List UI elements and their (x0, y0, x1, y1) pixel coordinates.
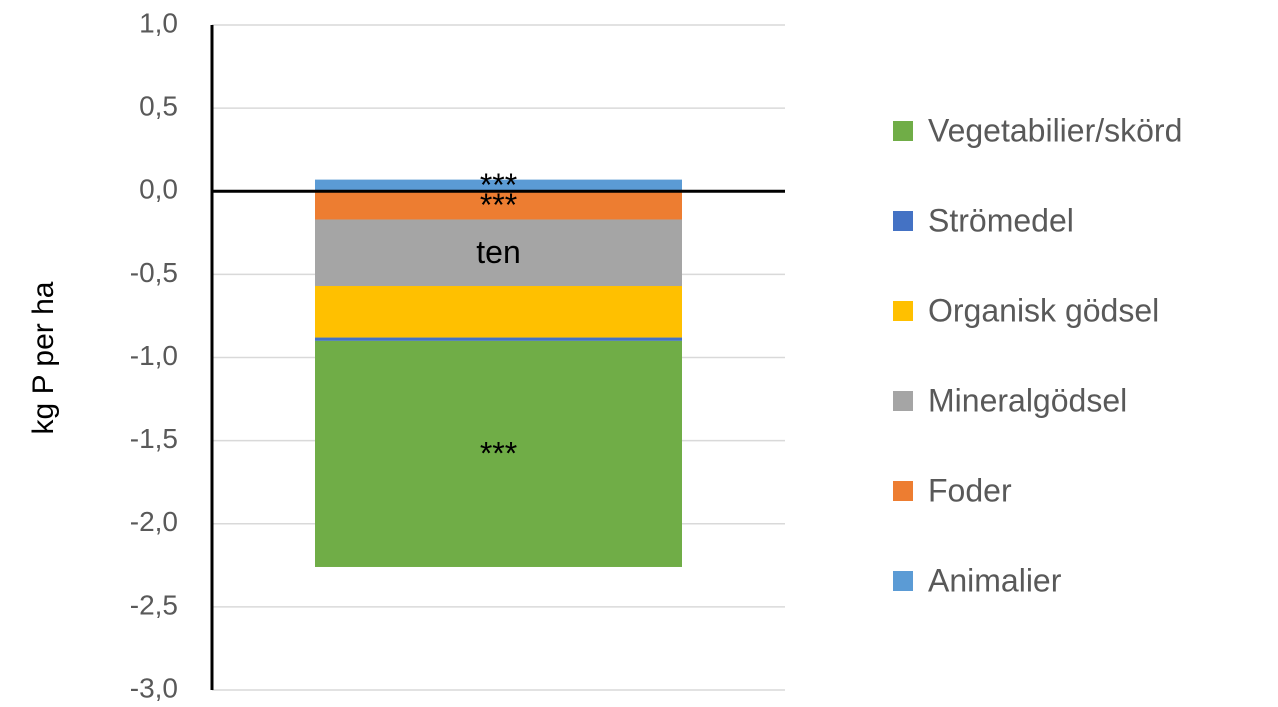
y-axis-label: kg P per ha (27, 281, 60, 434)
legend-label: Vegetabilier/skörd (928, 112, 1182, 148)
legend-swatch (893, 391, 913, 411)
y-tick-label: -1,0 (130, 340, 178, 371)
bar-segment (315, 219, 682, 287)
y-tick-label: -2,5 (130, 589, 178, 620)
legend-label: Animalier (928, 562, 1062, 598)
legend-label: Organisk gödsel (928, 292, 1159, 328)
y-tick-label: 1,0 (139, 7, 178, 38)
segment-label: *** (480, 167, 517, 203)
legend-swatch (893, 211, 913, 231)
y-tick-label: -1,5 (130, 423, 178, 454)
legend-label: Foder (928, 472, 1012, 508)
y-tick-label: -0,5 (130, 257, 178, 288)
legend-label: Mineralgödsel (928, 382, 1127, 418)
bar-segment (315, 337, 682, 341)
y-tick-label: 0,0 (139, 174, 178, 205)
legend-swatch (893, 121, 913, 141)
legend-swatch (893, 481, 913, 501)
bar-segment (315, 286, 682, 338)
bar-segment (315, 191, 682, 220)
y-tick-label: 0,5 (139, 91, 178, 122)
legend-swatch (893, 301, 913, 321)
segment-label: *** (480, 187, 517, 223)
segment-label: ten (476, 234, 520, 270)
legend-label: Strömedel (928, 202, 1074, 238)
bar-segment (315, 340, 682, 567)
bar-segment (315, 179, 682, 192)
segment-label: *** (480, 435, 517, 471)
legend-swatch (893, 571, 913, 591)
y-tick-label: -2,0 (130, 506, 178, 537)
y-tick-label: -3,0 (130, 672, 178, 703)
